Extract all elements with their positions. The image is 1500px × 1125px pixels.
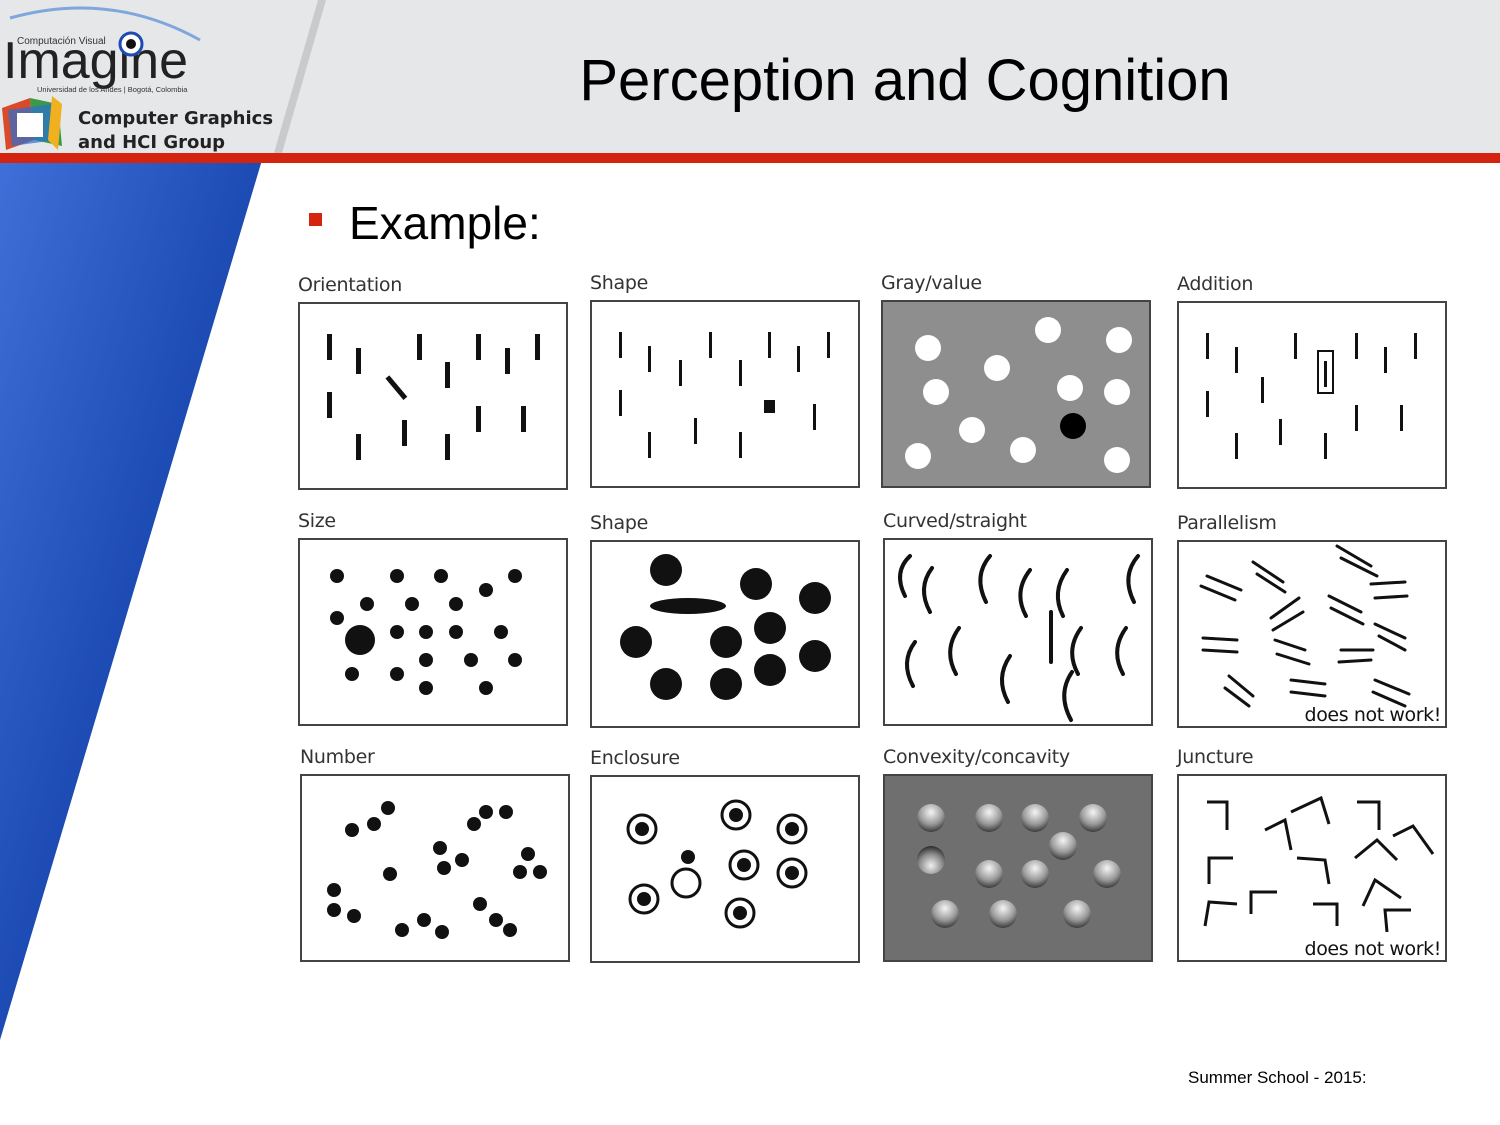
logo-group-line1: Computer Graphics [78, 108, 273, 129]
panel-gray-value [881, 300, 1151, 488]
slide-footer: Summer School - 2015: [1188, 1068, 1367, 1087]
imagine-logo: Computación Visual Imagine Universidad d… [0, 0, 300, 160]
logo-group-line2: and HCI Group [78, 132, 225, 153]
figure-label: Addition [1177, 273, 1254, 295]
figure-label: Orientation [298, 274, 402, 296]
panel-size [298, 538, 568, 726]
figure-label: Curved/straight [883, 510, 1027, 532]
panel-shape-ellipse [590, 540, 860, 728]
slide-title: Perception and Cognition [579, 48, 1231, 113]
figure-label: Enclosure [590, 747, 680, 769]
parallelism-note: does not work! [1304, 704, 1442, 726]
panel-parallelism: does not work! [1177, 540, 1447, 728]
panel-curved-straight [883, 538, 1153, 726]
panel-convexity [883, 774, 1153, 962]
panel-addition [1177, 301, 1447, 489]
panel-enclosure [590, 775, 860, 963]
logo-wordmark: Imagine [3, 32, 188, 90]
header-red-rule [0, 153, 1500, 163]
bullet-marker [309, 213, 322, 226]
logo-sub-caption: Universidad de los Andes | Bogotá, Colom… [37, 85, 188, 94]
panel-shape-lines [590, 300, 860, 488]
figure-label: Size [298, 510, 336, 532]
panel-juncture: does not work! [1177, 774, 1447, 962]
panel-orientation [298, 302, 568, 490]
panel-number [300, 774, 570, 962]
figure-label: Convexity/concavity [883, 746, 1070, 768]
figure-label: Juncture [1177, 746, 1254, 768]
juncture-note: does not work! [1304, 938, 1442, 960]
logo-top-caption: Computación Visual [17, 36, 106, 47]
header-band [0, 0, 1500, 155]
cube-icon [2, 96, 62, 150]
figure-label: Shape [590, 512, 648, 534]
figure-label: Shape [590, 272, 648, 294]
figure-label: Number [300, 746, 375, 768]
figure-label: Parallelism [1177, 512, 1277, 534]
figure-label: Gray/value [881, 272, 982, 294]
bullet-text: Example: [349, 197, 541, 249]
